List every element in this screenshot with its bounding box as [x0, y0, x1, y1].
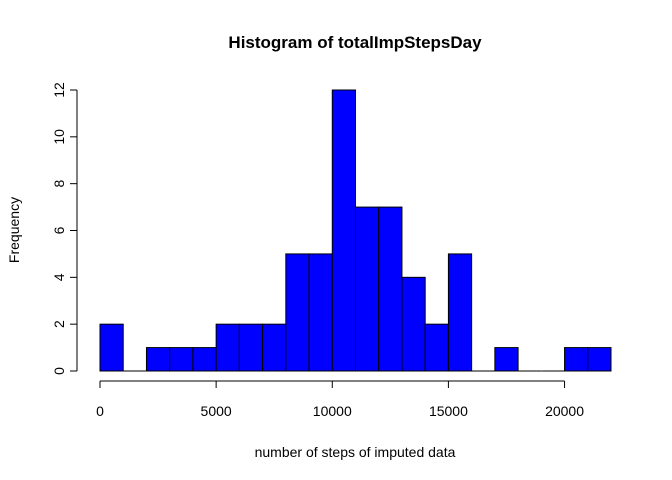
- histogram-bar: [215, 323, 240, 372]
- histogram-bar: [99, 323, 124, 372]
- histogram-bar: [564, 347, 589, 372]
- y-axis-label: Frequency: [6, 197, 22, 263]
- y-tick-label: 10: [51, 129, 67, 145]
- histogram-bar: [192, 347, 217, 372]
- bars-group: [99, 89, 612, 372]
- y-axis: 0 2 4 6 8 10 12: [51, 82, 78, 375]
- histogram-bar: [169, 347, 194, 372]
- histogram-bar: [285, 253, 310, 372]
- histogram-bar: [308, 253, 333, 372]
- histogram-bar: [262, 323, 287, 372]
- y-tick-label: 12: [51, 82, 67, 98]
- histogram-bar: [331, 89, 357, 372]
- x-axis-label: number of steps of imputed data: [255, 444, 456, 460]
- y-tick-label: 2: [51, 320, 67, 328]
- histogram-bar: [401, 276, 426, 372]
- y-tick-label: 0: [51, 367, 67, 375]
- y-tick-label: 8: [51, 180, 67, 188]
- x-tick-label: 10000: [313, 403, 352, 419]
- histogram-bar: [494, 347, 519, 372]
- y-tick-label: 6: [51, 226, 67, 234]
- y-tick-label: 4: [51, 273, 67, 281]
- chart-title: Histogram of totalImpStepsDay: [228, 33, 482, 52]
- histogram-bar: [145, 347, 171, 372]
- x-tick-label: 15000: [429, 403, 468, 419]
- x-tick-label: 0: [96, 403, 104, 419]
- histogram-bar: [424, 323, 449, 372]
- x-tick-label: 20000: [545, 403, 584, 419]
- histogram-bar: [587, 347, 612, 372]
- histogram-bar: [378, 206, 403, 372]
- histogram-bar: [447, 253, 473, 372]
- histogram-bar: [238, 323, 264, 372]
- histogram-bar: [355, 206, 380, 372]
- x-tick-label: 5000: [201, 403, 232, 419]
- x-axis: 0 5000 10000 15000 20000: [96, 380, 584, 419]
